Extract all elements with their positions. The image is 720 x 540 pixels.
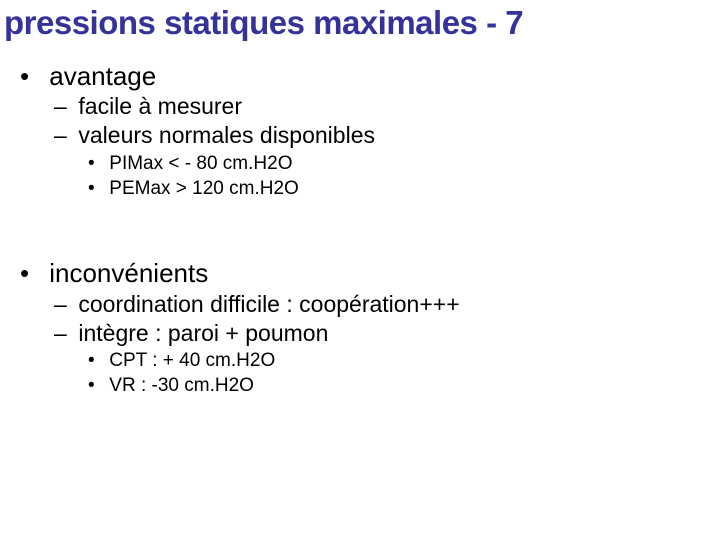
subsub-list: PIMax < - 80 cm.H2O PEMax > 120 cm.H2O	[88, 152, 708, 201]
section-gap	[4, 203, 708, 257]
subsub-item: PEMax > 120 cm.H2O	[88, 177, 708, 202]
section-heading: avantage facile à mesurer valeurs normal…	[22, 60, 708, 201]
sub-list: facile à mesurer valeurs normales dispon…	[54, 92, 708, 201]
sub-item-text: intègre : paroi + poumon	[78, 320, 328, 346]
bullet-list: inconvénients coordination difficile : c…	[22, 257, 708, 398]
subsub-item-text: PIMax < - 80 cm.H2O	[109, 153, 292, 174]
sub-item: valeurs normales disponibles PIMax < - 8…	[54, 121, 708, 201]
section-heading-text: avantage	[49, 61, 156, 91]
sub-item-text: valeurs normales disponibles	[78, 122, 375, 148]
sub-item: coordination difficile : coopération+++	[54, 290, 708, 319]
subsub-item: PIMax < - 80 cm.H2O	[88, 152, 708, 177]
section-heading: inconvénients coordination difficile : c…	[22, 257, 708, 398]
sub-item: intègre : paroi + poumon CPT : + 40 cm.H…	[54, 319, 708, 399]
slide-title: pressions statiques maximales - 7	[4, 4, 708, 42]
sub-item: facile à mesurer	[54, 92, 708, 121]
subsub-item-text: PEMax > 120 cm.H2O	[109, 178, 299, 199]
subsub-item-text: CPT : + 40 cm.H2O	[109, 350, 275, 371]
subsub-list: CPT : + 40 cm.H2O VR : -30 cm.H2O	[88, 349, 708, 398]
sub-list: coordination difficile : coopération+++ …	[54, 290, 708, 399]
subsub-item: CPT : + 40 cm.H2O	[88, 349, 708, 374]
sub-item-text: coordination difficile : coopération+++	[78, 291, 459, 317]
sub-item-text: facile à mesurer	[78, 93, 242, 119]
subsub-item: VR : -30 cm.H2O	[88, 374, 708, 399]
section-heading-text: inconvénients	[49, 258, 208, 288]
slide: pressions statiques maximales - 7 avanta…	[0, 0, 720, 540]
subsub-item-text: VR : -30 cm.H2O	[109, 375, 254, 396]
bullet-list: avantage facile à mesurer valeurs normal…	[22, 60, 708, 201]
